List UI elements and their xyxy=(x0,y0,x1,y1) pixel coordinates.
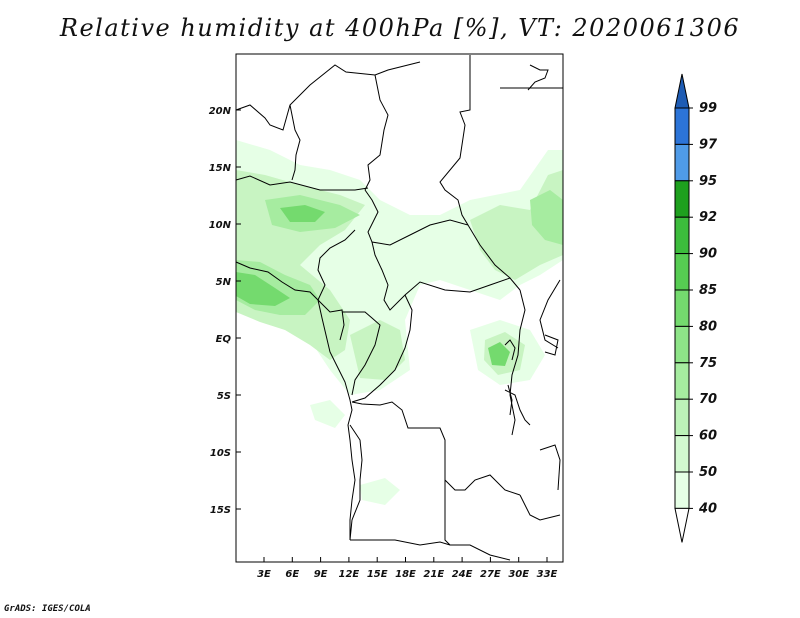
longitude-axis: 3E 6E 9E 12E 15E 18E 21E 24E 27E 30E 33E xyxy=(257,557,558,580)
rh-field-50c xyxy=(350,320,405,380)
colorbar-label: 75 xyxy=(699,356,717,371)
lon-tick-label: 27E xyxy=(480,569,501,580)
rh-field-70c xyxy=(488,342,510,366)
lon-tick-label: 12E xyxy=(339,569,360,580)
colorbar-segment xyxy=(674,289,690,327)
colorbar-label: 90 xyxy=(699,247,717,262)
lon-tick-label: 24E xyxy=(452,569,473,580)
map-frame xyxy=(235,53,564,563)
lat-tick-label: EQ xyxy=(216,334,232,345)
colorbar-segment xyxy=(674,143,690,182)
colorbar-label: 70 xyxy=(699,392,717,407)
rh-field-60c xyxy=(530,190,563,245)
colorbar-label: 99 xyxy=(699,101,717,116)
colorbar-segment xyxy=(674,471,690,509)
colorbar-segment xyxy=(674,362,690,400)
map-figure: 20N 15N 10N 5N EQ 5S 10S 15S 3E 6E 9E 12E 15E 18E 21E… xyxy=(209,53,718,580)
lat-tick-label: 15S xyxy=(210,505,231,516)
rh-field-40b xyxy=(310,400,345,428)
lon-tick-label: 30E xyxy=(508,569,529,580)
lat-tick-label: 10S xyxy=(210,448,231,459)
country-borders xyxy=(235,55,563,561)
colorbar-segment xyxy=(674,435,690,473)
chart-title: Relative humidity at 400hPa [%], VT: 202… xyxy=(59,14,741,42)
rh-field-40c xyxy=(360,478,400,505)
coastline xyxy=(235,64,559,540)
colorbar-label: 85 xyxy=(699,283,717,298)
lon-tick-label: 15E xyxy=(367,569,388,580)
lat-tick-label: 5S xyxy=(217,391,231,402)
colorbar-label: 40 xyxy=(698,501,717,516)
colorbar-label: 95 xyxy=(699,174,717,189)
colorbar-label: 97 xyxy=(699,137,718,152)
colorbar-label: 50 xyxy=(699,465,717,480)
colorbar-segment xyxy=(674,180,690,218)
colorbar-segment xyxy=(674,325,690,364)
colorbar-label: 92 xyxy=(699,210,717,225)
rh-field-70b xyxy=(280,205,325,222)
lat-tick-label: 20N xyxy=(209,106,232,117)
colorbar-segment xyxy=(674,107,690,145)
lat-tick-label: 15N xyxy=(209,163,232,174)
lon-tick-label: 6E xyxy=(285,569,299,580)
lat-tick-label: 5N xyxy=(216,277,232,288)
grads-credit: GrADS: IGES/COLA xyxy=(4,604,91,614)
colorbar-segment xyxy=(674,216,690,255)
colorbar-segment xyxy=(674,398,690,437)
colorbar-label: 80 xyxy=(699,319,717,334)
lon-tick-label: 9E xyxy=(314,569,328,580)
lon-tick-label: 18E xyxy=(395,569,416,580)
rh-field-70 xyxy=(236,272,290,306)
colorbar-segment xyxy=(674,253,690,291)
colorbar-max-arrow xyxy=(674,73,690,109)
lon-tick-label: 33E xyxy=(537,569,558,580)
lat-tick-label: 10N xyxy=(209,220,232,231)
colorbar-min-arrow xyxy=(674,507,690,543)
humidity-shading xyxy=(236,140,563,505)
colorbar: 40 50 60 70 75 80 85 90 92 95 97 99 xyxy=(674,73,718,543)
lon-tick-label: 3E xyxy=(257,569,271,580)
lon-tick-label: 21E xyxy=(423,569,444,580)
latitude-axis: 20N 15N 10N 5N EQ 5S 10S 15S xyxy=(209,106,241,516)
colorbar-label: 60 xyxy=(699,429,717,444)
